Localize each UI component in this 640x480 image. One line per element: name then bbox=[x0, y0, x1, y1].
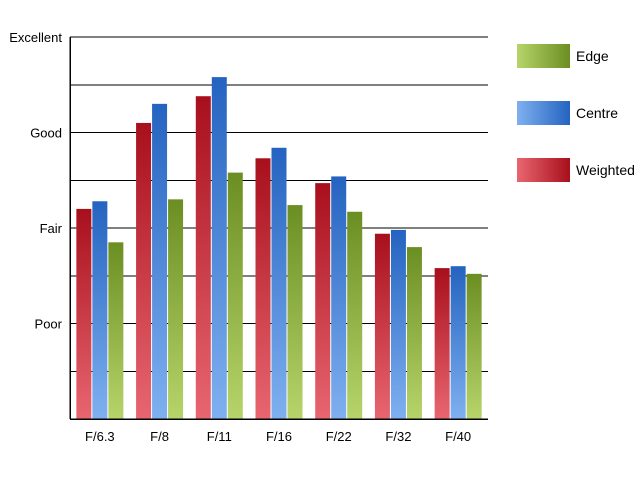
bar-weighted-f63 bbox=[76, 208, 92, 419]
x-tick-label: F/6.3 bbox=[85, 429, 115, 444]
x-axis-labels: F/6.3 F/8 F/11 F/16 F/22 F/32 F/40 bbox=[85, 429, 471, 444]
axes bbox=[69, 37, 488, 420]
bar-centre-f22 bbox=[331, 176, 347, 419]
bar-centre-f40 bbox=[450, 266, 466, 419]
bar-centre-f11 bbox=[211, 77, 227, 420]
legend-label-centre: Centre bbox=[576, 105, 618, 121]
bar-weighted-f22 bbox=[315, 183, 331, 419]
legend-swatch-weighted bbox=[517, 158, 570, 182]
x-tick-label: F/40 bbox=[445, 429, 471, 444]
bar-centre-f8 bbox=[152, 103, 168, 419]
y-tick-label: Fair bbox=[40, 221, 63, 236]
bars bbox=[76, 77, 482, 420]
bar-edge-f63 bbox=[108, 242, 124, 419]
x-tick-label: F/16 bbox=[266, 429, 292, 444]
x-tick-label: F/22 bbox=[326, 429, 352, 444]
x-tick-label: F/8 bbox=[150, 429, 169, 444]
bar-centre-f16 bbox=[271, 147, 287, 419]
legend-swatch-centre bbox=[517, 101, 570, 125]
bar-weighted-f32 bbox=[374, 233, 390, 419]
y-tick-label: Excellent bbox=[9, 30, 62, 45]
x-tick-label: F/32 bbox=[385, 429, 411, 444]
bar-centre-f32 bbox=[390, 229, 406, 419]
y-axis-labels: Poor Fair Good Excellent bbox=[9, 30, 62, 332]
bar-edge-f8 bbox=[168, 199, 184, 419]
bar-weighted-f40 bbox=[434, 268, 450, 419]
bar-edge-f16 bbox=[287, 205, 303, 419]
legend-label-weighted: Weighted bbox=[576, 162, 635, 178]
y-tick-label: Poor bbox=[35, 317, 63, 332]
bar-edge-f40 bbox=[466, 273, 482, 419]
bar-edge-f22 bbox=[347, 211, 363, 419]
bar-weighted-f11 bbox=[195, 96, 211, 420]
y-tick-label: Good bbox=[30, 126, 62, 141]
bar-centre-f63 bbox=[92, 201, 108, 419]
bar-weighted-f16 bbox=[255, 158, 271, 419]
x-tick-label: F/11 bbox=[207, 429, 232, 444]
bar-edge-f11 bbox=[227, 172, 243, 419]
bar-weighted-f8 bbox=[136, 122, 152, 419]
legend-label-edge: Edge bbox=[576, 48, 609, 64]
bar-edge-f32 bbox=[406, 247, 422, 419]
legend-swatch-edge bbox=[517, 44, 570, 68]
legend: Edge Centre Weighted bbox=[517, 44, 635, 182]
